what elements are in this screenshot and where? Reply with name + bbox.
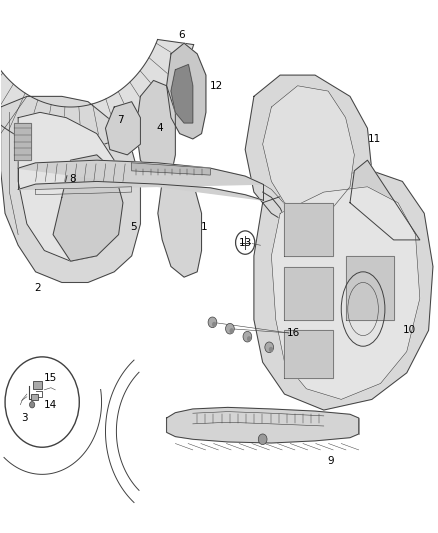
Text: 7: 7 [117, 115, 124, 125]
Text: 11: 11 [367, 134, 381, 144]
Polygon shape [18, 112, 119, 261]
Circle shape [243, 332, 252, 342]
Circle shape [208, 317, 217, 328]
Text: 6: 6 [179, 30, 185, 41]
Polygon shape [53, 155, 123, 261]
Bar [33, 381, 42, 389]
Polygon shape [245, 75, 372, 229]
Text: 12: 12 [210, 81, 223, 91]
Bar [31, 394, 38, 400]
Circle shape [230, 328, 234, 334]
Circle shape [29, 401, 35, 408]
Circle shape [212, 322, 216, 327]
Circle shape [226, 324, 234, 334]
Polygon shape [0, 4, 194, 150]
Circle shape [269, 347, 273, 352]
Text: 10: 10 [403, 325, 416, 335]
Circle shape [265, 342, 274, 353]
Polygon shape [285, 330, 332, 378]
Text: 9: 9 [327, 456, 334, 465]
Text: 8: 8 [69, 174, 76, 184]
Text: 4: 4 [157, 123, 163, 133]
Polygon shape [285, 266, 332, 320]
Polygon shape [263, 86, 354, 213]
Circle shape [258, 434, 267, 445]
Polygon shape [158, 171, 201, 277]
Polygon shape [254, 171, 433, 410]
Polygon shape [285, 203, 332, 256]
Polygon shape [18, 160, 263, 200]
Polygon shape [166, 43, 206, 139]
Polygon shape [350, 160, 420, 240]
Text: 1: 1 [201, 222, 207, 232]
Circle shape [247, 336, 251, 342]
Text: 15: 15 [44, 373, 57, 383]
Polygon shape [346, 256, 394, 320]
Text: 16: 16 [286, 328, 300, 338]
Text: 14: 14 [44, 400, 57, 410]
Polygon shape [132, 163, 210, 175]
Polygon shape [106, 102, 141, 155]
Text: 5: 5 [131, 222, 137, 232]
Polygon shape [171, 64, 193, 123]
Polygon shape [136, 80, 175, 181]
Text: 3: 3 [21, 413, 28, 423]
Polygon shape [1, 96, 141, 282]
Text: 2: 2 [35, 283, 41, 293]
Polygon shape [272, 187, 420, 399]
Text: 13: 13 [239, 238, 252, 247]
Polygon shape [166, 407, 359, 443]
Polygon shape [14, 123, 31, 160]
